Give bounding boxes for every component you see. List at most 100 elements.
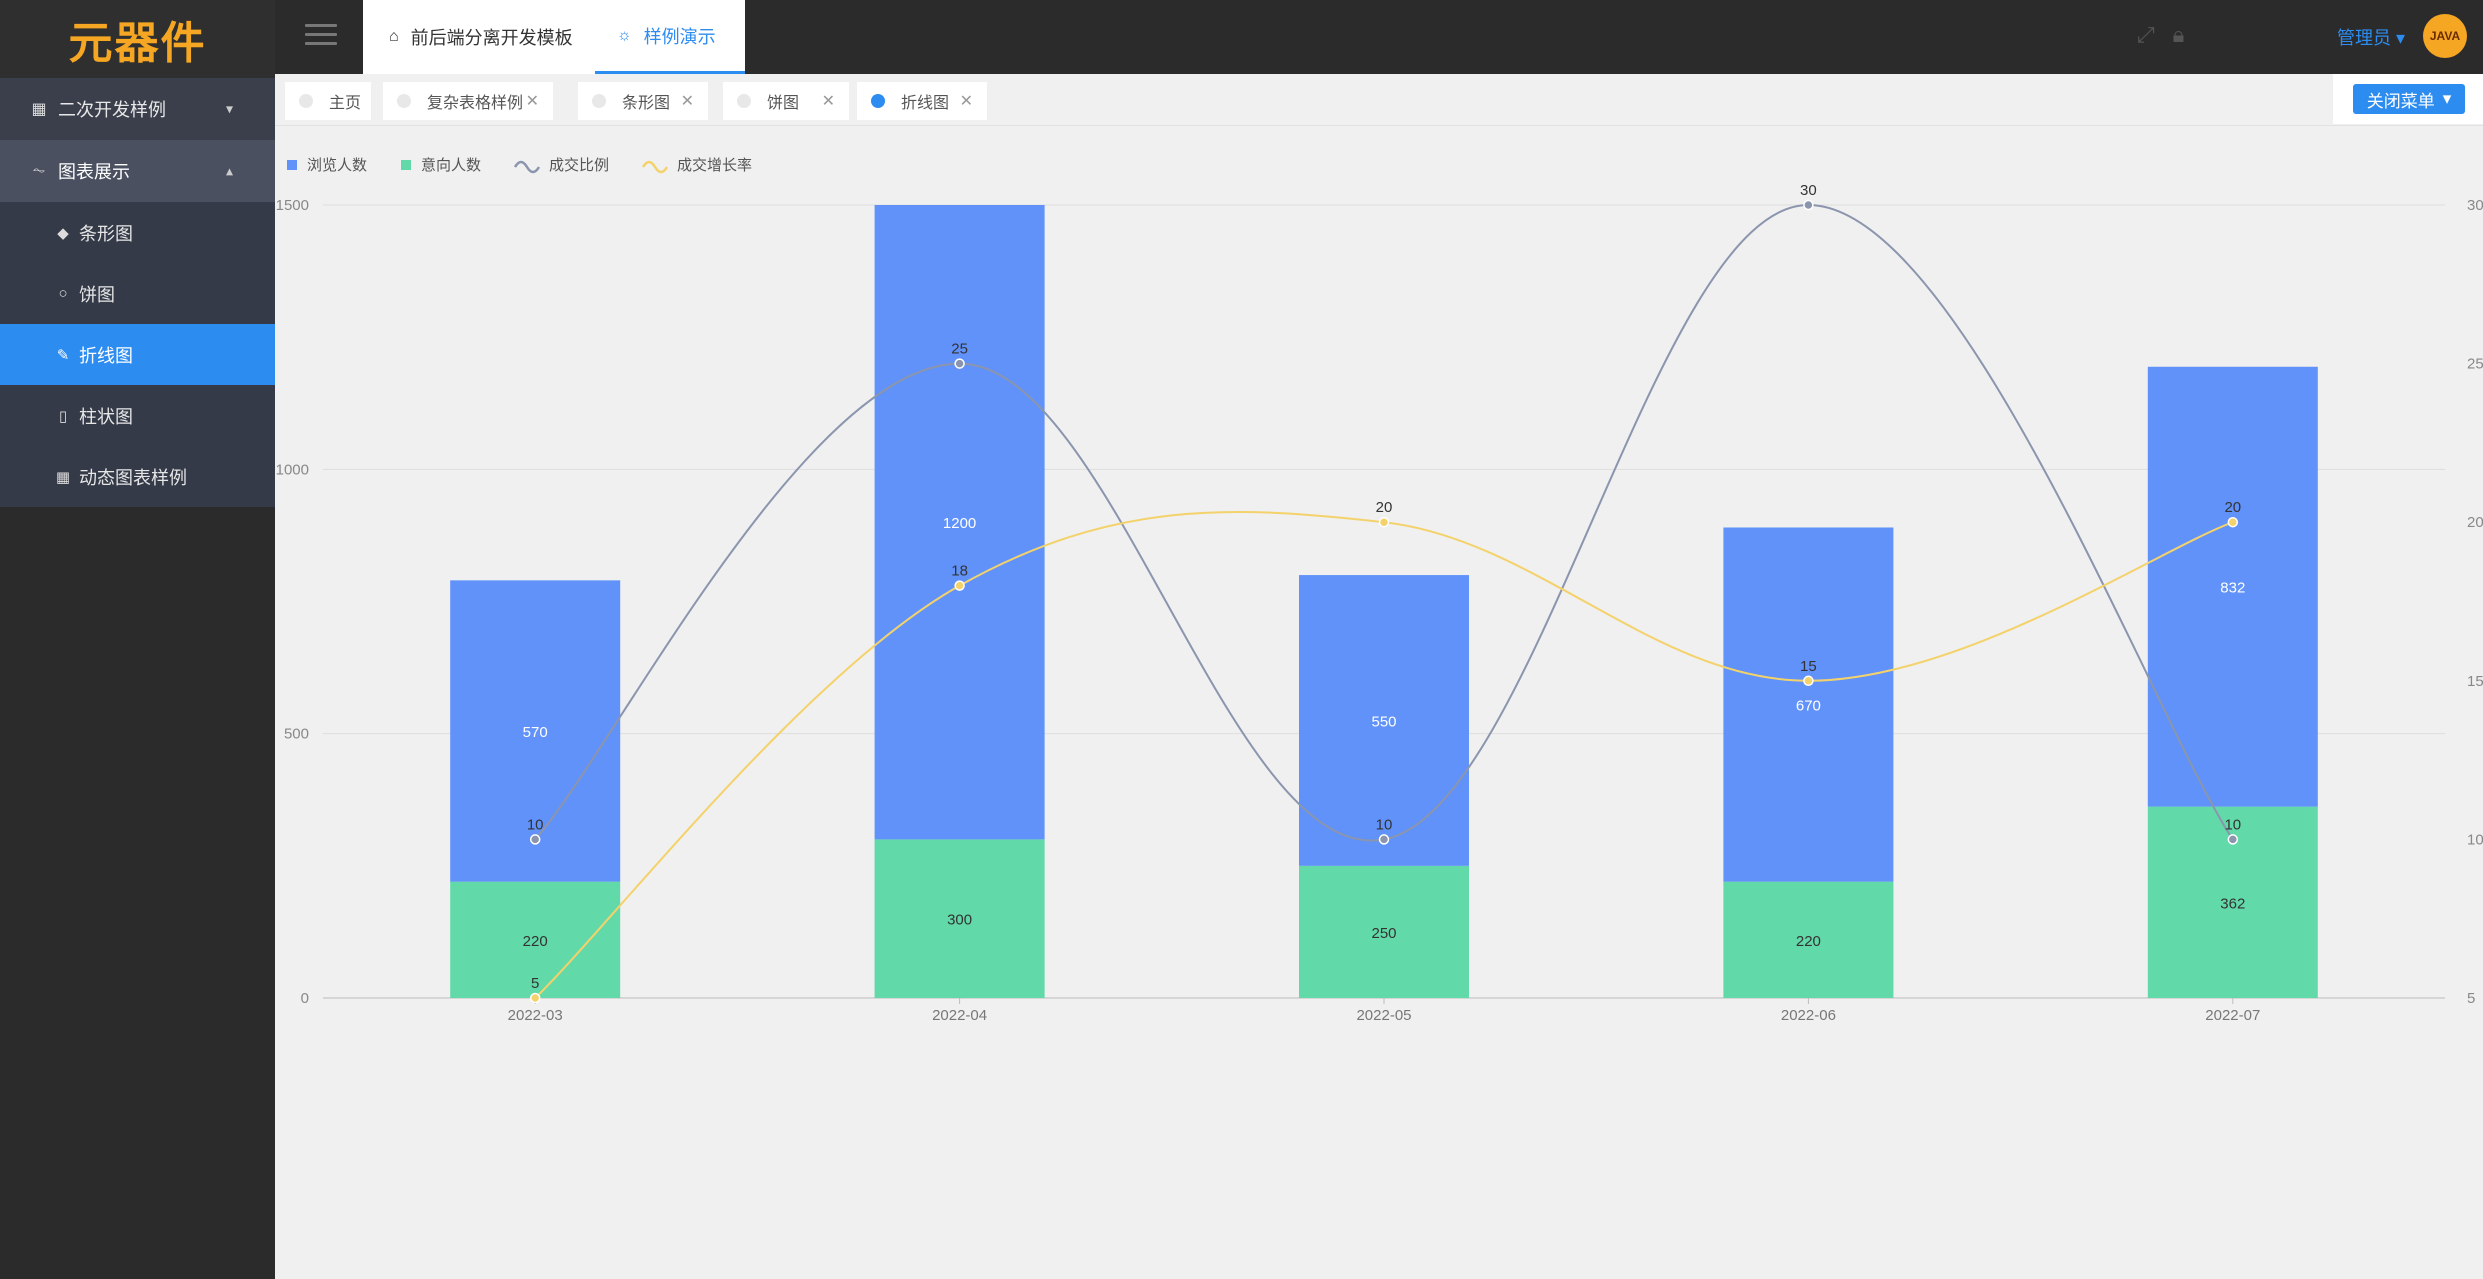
legend-label: 浏览人数 [307,157,367,174]
bar-data-label: 832 [2220,580,2245,597]
user-name: 管理员 [2337,28,2391,48]
close-menu-label: 关闭菜单 [2366,91,2435,111]
sidebar-group-label: 图表展示 [58,162,130,182]
line-point-成交比例 [2227,834,2239,845]
sidebar-item-label: 条形图 [79,223,133,244]
x-tick-label: 2022-06 [1781,1007,1836,1024]
y-left-tick-label: 1000 [276,461,309,478]
tab-dot-icon [592,94,606,108]
y-right-tick-label: 5 [2467,990,2475,1007]
x-tick-label: 2022-04 [932,1007,987,1024]
close-menu-area: 关闭菜单 ▾ [2333,74,2483,124]
grid-icon: ▦ [55,468,71,486]
bar-意向人数 [874,839,1045,998]
line-data-label: 10 [527,816,544,833]
close-icon[interactable]: ✕ [821,93,835,110]
avatar[interactable]: JAVA [2423,14,2467,58]
chevron-up-icon: ▴ [225,162,233,179]
line-data-label: 25 [951,341,968,358]
close-menu-button[interactable]: 关闭菜单 ▾ [2353,84,2465,114]
sidebar-item-label: 柱状图 [79,406,133,427]
bar-data-label: 670 [1796,698,1821,715]
bar-data-label: 1200 [943,515,976,532]
chart-area: 0 500 1000 1500 5 10 15 20 25 30 220 570 2022-03 300 1… [275,130,2483,1279]
sidebar-item-line-chart[interactable]: ✎ 折线图 [0,324,275,385]
bar-data-label: 220 [523,933,548,950]
fullscreen-icon[interactable]: ⤢ [2137,22,2155,47]
line-point-成交比例 [1378,834,1390,845]
line-data-label: 20 [1376,499,1393,516]
top-tab-demo[interactable]: ☼ 样例演示 [595,0,745,74]
bar-data-label: 220 [1796,933,1821,950]
bar-浏览人数 [1299,575,1469,866]
line-data-label: 15 [1800,658,1817,675]
bar-data-label: 550 [1371,713,1396,730]
sidebar-group-charts[interactable]: ⏦ 图表展示 ▴ [0,140,275,202]
top-tab-template[interactable]: ⌂ 前后端分离开发模板 [363,0,595,74]
y-right-tick-label: 10 [2467,831,2483,848]
sidebar-item-pie-chart[interactable]: ○ 饼图 [0,263,275,324]
tab-dot-icon [737,94,751,108]
page-tab-label: 饼图 [767,95,800,112]
page-tab-bar-chart[interactable]: 条形图 ✕ [578,82,708,120]
close-icon[interactable]: ✕ [525,93,539,110]
toolbar-icons: ⤢ 🔒︎ [2137,22,2184,48]
x-tick-label: 2022-07 [2205,1007,2260,1024]
top-bar: ⌂ 前后端分离开发模板 ☼ 样例演示 ⤢ 🔒︎ 管理员 ▾ JAVA [275,0,2483,74]
menu-toggle-icon[interactable] [305,24,337,48]
bar-浏览人数 [450,580,621,882]
home-icon: ⌂ [389,28,399,45]
y-right-tick-label: 30 [2467,197,2483,214]
page-tab-complex-table[interactable]: 复杂表格样例 ✕ [383,82,553,120]
sidebar-item-label: 饼图 [79,284,115,305]
bar-data-label: 362 [2220,895,2245,912]
line-point-成交增长率 [1803,675,1814,687]
bulb-icon: ☼ [617,26,632,44]
close-icon[interactable]: ✕ [680,93,694,110]
legend-swatch [287,160,297,170]
legend-swatch [401,160,411,170]
line-point-成交比例 [529,834,541,845]
page-tab-home[interactable]: 主页 [285,82,371,120]
circle-icon: ○ [58,285,68,302]
top-tab-label: 前后端分离开发模板 [410,28,573,48]
sidebar-item-column-chart[interactable]: ▯ 柱状图 [0,385,275,446]
app-logo[interactable]: 元器件 [0,0,275,78]
pulse-icon: ⏦ [32,162,46,179]
sidebar-item-dynamic-chart[interactable]: ▦ 动态图表样例 [0,446,275,507]
line-point-成交比例 [954,358,965,369]
x-tick-label: 2022-03 [508,1007,563,1024]
page-tab-label: 折线图 [901,95,950,112]
x-tick-label: 2022-05 [1356,1007,1411,1024]
line-data-label: 5 [531,975,539,992]
sidebar-item-bar-chart[interactable]: ◆ 条形图 [0,202,275,263]
close-icon[interactable]: ✕ [959,93,973,110]
legend-swatch [513,160,541,174]
combo-chart: 0 500 1000 1500 5 10 15 20 25 30 220 570 2022-03 300 1… [276,156,2483,1024]
page-tab-label: 复杂表格样例 [427,95,524,112]
y-right-tick-label: 15 [2467,673,2483,690]
bar-data-label: 250 [1371,925,1396,942]
page-tab-line-chart[interactable]: 折线图 ✕ [857,82,987,120]
tab-dot-icon [397,94,411,108]
line-point-成交增长率 [954,580,965,591]
line-point-成交增长率 [1378,516,1390,528]
line-成交比例 [534,203,2234,842]
line-point-成交增长率 [2227,516,2239,528]
sidebar-submenu: ◆ 条形图 ○ 饼图 ✎ 折线图 ▯ 柱状图 ▦ 动态图表样例 [0,202,275,507]
tab-dot-icon [299,94,313,108]
bar-意向人数 [1723,881,1894,998]
page-tab-pie-chart[interactable]: 饼图 ✕ [723,82,849,120]
sidebar-item-label: 动态图表样例 [79,467,187,488]
legend-swatch [641,160,669,174]
line-data-label: 20 [2224,499,2241,516]
bar-意向人数 [1299,865,1469,998]
sidebar-group-dev-samples[interactable]: ▦ 二次开发样例 ▾ [0,78,275,140]
user-menu[interactable]: 管理员 ▾ [2337,28,2406,48]
legend-label: 成交比例 [549,156,609,174]
y-left-tick-label: 1500 [276,197,309,214]
lock-icon[interactable]: 🔒︎ [2172,22,2185,47]
sidebar-group-label: 二次开发样例 [58,100,166,120]
tag-icon: ◆ [57,224,69,242]
line-data-label: 30 [1800,182,1817,199]
